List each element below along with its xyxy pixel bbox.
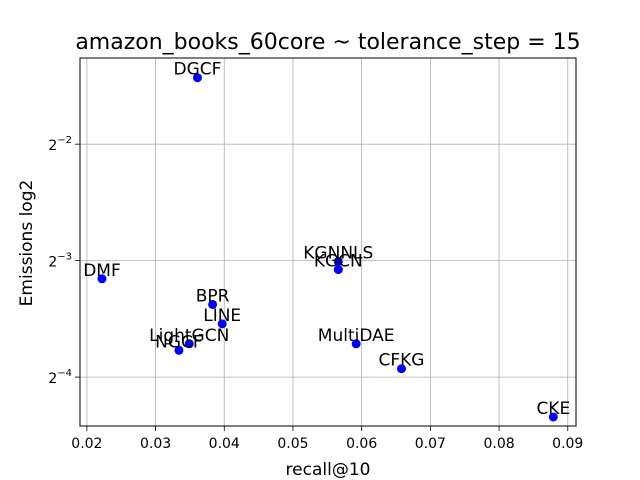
y-tick-label: 2−4	[48, 368, 72, 387]
x-tick-label: 0.09	[552, 436, 583, 452]
x-tick-label: 0.03	[140, 436, 171, 452]
x-tick-label: 0.04	[209, 436, 240, 452]
x-tick-label: 0.08	[483, 436, 514, 452]
grid-lines	[80, 58, 576, 426]
data-point-label: NGCF	[155, 332, 203, 352]
x-tick-label: 0.06	[346, 436, 377, 452]
data-point-label: BPR	[196, 286, 230, 306]
data-point-label: KGNNLS	[303, 243, 373, 263]
data-point	[217, 319, 227, 329]
data-point	[333, 265, 343, 275]
data-point	[174, 345, 184, 355]
data-point	[333, 256, 343, 266]
x-axis-label: recall@10	[286, 460, 371, 480]
data-points	[97, 73, 558, 422]
data-point	[397, 364, 407, 374]
data-point-label: CKE	[536, 399, 570, 419]
y-axis-label: Emissions log2	[17, 180, 37, 307]
chart-title: amazon_books_60core ~ tolerance_step = 1…	[75, 30, 580, 55]
data-point-label: MultiDAE	[318, 326, 395, 346]
x-tick-label: 0.05	[277, 436, 308, 452]
data-point-label: DGCF	[174, 60, 222, 80]
data-point-label: LINE	[203, 306, 241, 326]
data-point	[351, 339, 361, 349]
x-axis-ticks: 0.02 0.03 0.04 0.05 0.06 0.07 0.08 0.09	[71, 426, 583, 452]
data-point-label: DMF	[83, 261, 121, 281]
data-point-label: KGCN	[314, 252, 363, 272]
data-point	[192, 73, 202, 83]
data-point-label: CFKG	[379, 351, 425, 371]
y-axis-ticks: 2−2 2−3 2−4	[48, 135, 80, 387]
data-point	[208, 299, 218, 309]
data-point	[548, 412, 558, 422]
x-tick-label: 0.02	[71, 436, 102, 452]
data-point	[184, 339, 194, 349]
y-tick-label: 2−2	[48, 135, 72, 154]
plot-frame	[79, 57, 577, 427]
data-point-label: LightGCN	[149, 326, 229, 346]
x-tick-label: 0.07	[415, 436, 446, 452]
data-point	[97, 274, 107, 284]
y-tick-label: 2−3	[48, 252, 72, 271]
